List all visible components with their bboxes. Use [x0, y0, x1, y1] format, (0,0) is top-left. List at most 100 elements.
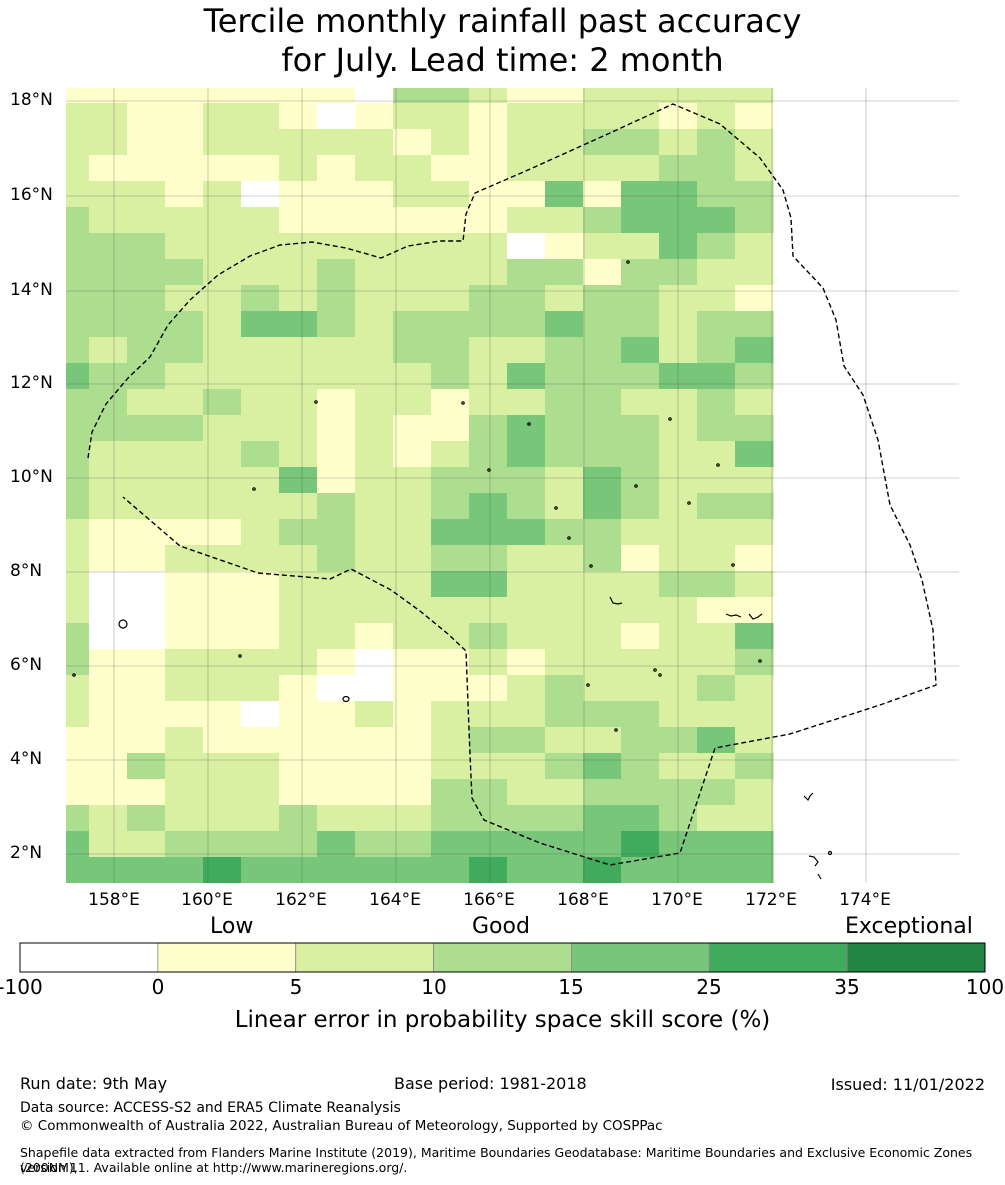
grid-cell	[469, 831, 508, 858]
grid-cell	[317, 51, 356, 78]
grid-cell	[165, 337, 204, 364]
grid-cell	[279, 233, 318, 260]
grid-cell	[621, 25, 660, 52]
grid-cell	[203, 545, 242, 572]
grid-cell	[89, 129, 128, 156]
grid-cell	[621, 51, 660, 78]
grid-cell	[89, 675, 128, 702]
grid-cell	[355, 727, 394, 754]
grid-cell	[165, 415, 204, 442]
colorbar-tick: -100	[0, 975, 43, 999]
grid-cell	[393, 831, 432, 858]
grid-cell	[89, 51, 128, 78]
grid-cell	[469, 207, 508, 234]
grid-cell	[66, 831, 90, 858]
grid-cell	[203, 493, 242, 520]
grid-cell	[203, 467, 242, 494]
grid-cell	[621, 571, 660, 598]
lon-label: 164°E	[369, 890, 421, 910]
grid-cell	[203, 51, 242, 78]
grid-cell	[203, 233, 242, 260]
grid-cell	[355, 675, 394, 702]
grid-cell	[165, 389, 204, 416]
grid-cell	[279, 25, 318, 52]
grid-cell	[355, 857, 394, 883]
grid-cell	[355, 519, 394, 546]
grid-cell	[431, 25, 470, 52]
lat-label: 12°N	[10, 373, 53, 393]
grid-cell	[431, 181, 470, 208]
grid-cell	[697, 701, 736, 728]
grid-cell	[317, 181, 356, 208]
grid-cell	[393, 0, 432, 26]
grid-cell	[393, 597, 432, 624]
grid-cell	[279, 727, 318, 754]
grid-cell	[583, 285, 622, 312]
grid-cell	[66, 571, 90, 598]
grid-cell	[203, 181, 242, 208]
grid-cell	[735, 25, 774, 52]
grid-cell	[393, 571, 432, 598]
grid-cell	[583, 155, 622, 182]
grid-cell	[735, 701, 774, 728]
grid-cell	[89, 311, 128, 338]
category-label-exceptional: Exceptional	[845, 914, 973, 939]
grid-cell	[545, 129, 584, 156]
grid-cell	[583, 0, 622, 26]
grid-cell	[735, 285, 774, 312]
grid-cell	[66, 337, 90, 364]
grid-cell	[469, 779, 508, 806]
grid-cell	[165, 259, 204, 286]
grid-cell	[469, 753, 508, 780]
grid-cell	[165, 441, 204, 468]
grid-cell	[279, 519, 318, 546]
grid-cell	[355, 129, 394, 156]
graticule-lines	[66, 88, 959, 883]
grid-cell	[165, 88, 204, 104]
grid-cell	[317, 675, 356, 702]
grid-cell	[127, 129, 166, 156]
grid-cell	[583, 337, 622, 364]
grid-cell	[279, 103, 318, 130]
grid-cell	[507, 831, 546, 858]
grid-cell	[545, 415, 584, 442]
grid-cell	[583, 805, 622, 832]
grid-cell	[241, 623, 280, 650]
grid-cell	[545, 51, 584, 78]
grid-cell	[697, 415, 736, 442]
grid-cell	[203, 623, 242, 650]
grid-cell	[659, 25, 698, 52]
grid-cell	[89, 233, 128, 260]
grid-cell	[66, 88, 90, 104]
grid-cell	[355, 259, 394, 286]
grid-cell	[545, 181, 584, 208]
grid-cell	[89, 571, 128, 598]
grid-cell	[317, 831, 356, 858]
grid-cell	[735, 493, 774, 520]
grid-cell	[393, 805, 432, 832]
grid-cell	[165, 285, 204, 312]
grid-cell	[66, 311, 90, 338]
grid-cell	[127, 675, 166, 702]
grid-cell	[165, 727, 204, 754]
grid-cell	[735, 51, 774, 78]
grid-cell	[735, 831, 774, 858]
grid-cell	[393, 51, 432, 78]
grid-cell	[165, 623, 204, 650]
lon-label: 162°E	[275, 890, 327, 910]
grid-cell	[545, 363, 584, 390]
grid-cell	[355, 155, 394, 182]
grid-cell	[697, 519, 736, 546]
grid-cell	[66, 415, 90, 442]
grid-cell	[89, 623, 128, 650]
grid-cell	[507, 0, 546, 26]
grid-cell	[165, 51, 204, 78]
grid-cell	[507, 363, 546, 390]
grid-cell	[469, 519, 508, 546]
grid-cell	[393, 363, 432, 390]
grid-cell	[545, 88, 584, 104]
grid-cell	[241, 597, 280, 624]
grid-cell	[66, 519, 90, 546]
grid-cell	[241, 25, 280, 52]
base-period: Base period: 1981-2018	[394, 1074, 587, 1093]
